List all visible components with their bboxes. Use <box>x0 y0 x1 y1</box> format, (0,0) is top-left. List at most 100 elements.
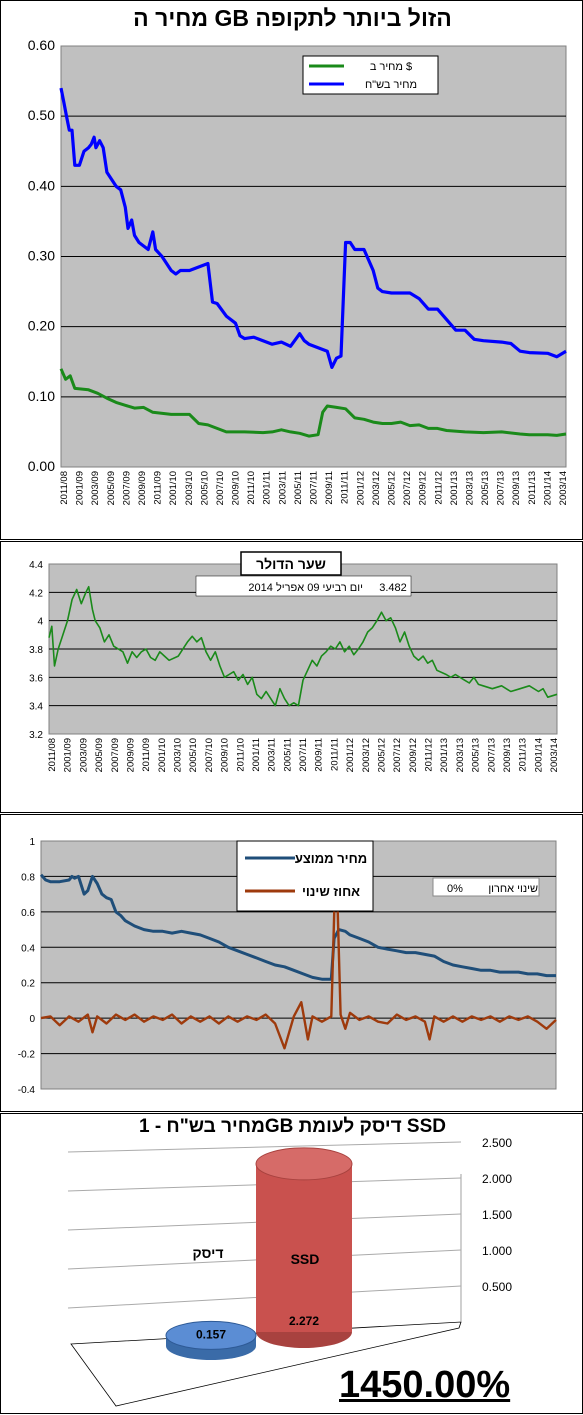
chart-3-series-line-2 <box>40 848 557 1050</box>
chart-1-x-tick-label: 2003/11 <box>277 471 288 505</box>
chart-1-x-tick-label: 2007/12 <box>402 471 413 505</box>
chart-2-x-tick-label: 2005/11 <box>282 738 293 772</box>
chart-2-x-tick-label: 2007/11 <box>298 738 309 772</box>
chart-2-title: שער הדולר <box>256 556 326 572</box>
chart-2-y-tick-label: 4.2 <box>29 588 43 599</box>
chart-1-y-tick-label: 0.00 <box>28 458 55 474</box>
chart-2-x-tick-label: 2003/09 <box>78 738 89 772</box>
chart-2-x-tick-label: 2001/13 <box>439 738 450 772</box>
chart-2-x-tick-label: 2005/10 <box>188 738 199 772</box>
chart-2-x-tick-label: 2009/09 <box>125 738 136 772</box>
chart-3-y-tick-label: -0.4 <box>18 1085 36 1096</box>
chart-2-x-tick-label: 2001/10 <box>157 738 168 772</box>
chart-1-x-tick-label: 2005/09 <box>106 471 117 505</box>
chart-4-gridline <box>67 1141 462 1153</box>
chart-3-y-tick-label: 1 <box>29 837 35 848</box>
chart-1-series-line-2 <box>59 87 567 369</box>
chart-1-x-tick-label: 2007/10 <box>215 471 226 505</box>
chart-3-y-tick-label: 0.2 <box>21 979 35 990</box>
chart-2-x-tick-label: 2005/12 <box>376 738 387 772</box>
chart-2-annotation-box <box>195 575 412 597</box>
chart-1-x-tick-label: 2001/09 <box>75 471 86 505</box>
chart-1-x-tick-label: 2011/13 <box>527 471 538 505</box>
chart-2-x-tick-label: 2007/12 <box>392 738 403 772</box>
chart-2-series-line-1 <box>48 585 558 707</box>
chart-3-legend-label: מחיר ממוצע <box>295 851 367 866</box>
chart-2-x-tick-label: 2009/12 <box>408 738 419 772</box>
chart-1-x-tick-label: 2003/10 <box>184 471 195 505</box>
chart-2-x-tick-label: 2001/14 <box>533 738 544 772</box>
chart-1-x-tick-label: 2009/11 <box>324 471 335 505</box>
chart-1-x-tick-label: 2011/12 <box>433 471 444 505</box>
chart-1-legend-label: מחיר בש"ח <box>365 79 417 91</box>
chart-4-y-tick-label: 1.500 <box>482 1208 512 1222</box>
chart-1-x-tick-label: 2009/09 <box>137 471 148 505</box>
chart-2-y-tick-label: 4 <box>37 617 43 628</box>
chart-1-x-tick-label: 2011/11 <box>340 471 351 504</box>
chart-2-annotation-date: יום רביעי 09 אפריל 2014 <box>248 581 363 594</box>
chart-1-y-tick-label: 0.50 <box>28 107 55 123</box>
chart-1-svg: 0.00 0.10 0.20 0.30 0.40 0.50 0.60 2011/08 2001/… <box>28 37 569 505</box>
chart-1-x-tick-label: 2005/10 <box>199 471 210 505</box>
chart-1-x-tick-label: 2001/12 <box>355 471 366 505</box>
chart-2-x-tick-label: 2009/11 <box>314 738 325 772</box>
ratio-label: 1450.00% <box>339 1364 511 1406</box>
chart-3-annotation-label: שינוי אחרון <box>488 883 538 895</box>
chart-2-y-tick-label: 4.4 <box>29 560 43 571</box>
chart-2-x-tick-label: 2011/12 <box>424 738 435 772</box>
chart-2-x-tick-label: 2003/13 <box>455 738 466 772</box>
chart-1-x-tick-label: 2003/14 <box>558 471 569 505</box>
chart-3-panel: -0.4 -0.2 0 0.2 0.4 0.6 0.8 1 מחיר ממוצע אחוז שינ… <box>0 814 583 1112</box>
chart-1-y-tick-label: 0.10 <box>28 388 55 404</box>
chart-2-y-tick-label: 3.6 <box>29 673 43 684</box>
chart-4-svg: 0.500 1.000 1.500 2.000 2.500 0.157 2.272 SSD די… <box>67 1136 512 1407</box>
chart-3-svg: -0.4 -0.2 0 0.2 0.4 0.6 0.8 1 מחיר ממוצע אחוז שינ… <box>18 837 557 1096</box>
chart-2-title-box <box>240 551 342 576</box>
chart-3-legend-label: אחוז שינוי <box>302 884 360 899</box>
chart-1-y-tick-label: 0.40 <box>28 177 55 193</box>
chart-4-value-label-ssd: 2.272 <box>289 1314 319 1328</box>
chart-1-x-tick-label: 2003/09 <box>90 471 101 505</box>
chart-2-x-tick-label: 2001/09 <box>63 738 74 772</box>
chart-4-category-label-disk: דיסק <box>192 1245 223 1261</box>
chart-2-x-tick-label: 2009/10 <box>220 738 231 772</box>
chart-1-x-tick-label: 2003/13 <box>464 471 475 505</box>
chart-1-x-tick-label: 2003/12 <box>371 471 382 505</box>
chart-2-x-tick-label: 2003/12 <box>361 738 372 772</box>
chart-2-y-tick-label: 3.4 <box>29 702 43 713</box>
chart-1-title: מחיר ה GB הזול ביותר לתקופה <box>133 5 452 31</box>
chart-2-x-tick-label: 2007/10 <box>204 738 215 772</box>
chart-4-panel: מחיר בש"ח - 1GB דיסק לעומת SSD 0.500 1.00… <box>0 1113 583 1414</box>
chart-1-x-tick-label: 2007/09 <box>121 471 132 505</box>
chart-2-x-tick-label: 2001/11 <box>251 738 262 772</box>
chart-1-x-tick-label: 2001/10 <box>168 471 179 505</box>
chart-1-x-tick-label: 2009/12 <box>418 471 429 505</box>
chart-1-x-tick-label: 2009/13 <box>511 471 522 505</box>
chart-4-bar-ssd-top <box>255 1147 353 1181</box>
chart-1-x-tick-label: 2001/13 <box>449 471 460 505</box>
chart-4-y-tick-label: 2.000 <box>482 1172 512 1186</box>
chart-1-x-tick-label: 2001/14 <box>542 471 553 505</box>
chart-2-x-tick-label: 2011/09 <box>141 738 152 772</box>
chart-2-panel: 3.2 3.4 3.6 3.8 4 4.2 4.4 2011/08 2001/09 2003/09… <box>0 541 583 813</box>
chart-1-y-tick-label: 0.20 <box>28 318 55 334</box>
chart-1-legend <box>302 55 439 95</box>
chart-1-x-tick-label: 2005/12 <box>386 471 397 505</box>
chart-1-x-tick-label: 2007/11 <box>309 471 320 505</box>
chart-2-x-tick-label: 2011/08 <box>47 738 58 772</box>
chart-2-x-tick-label: 2011/11 <box>329 738 340 771</box>
chart-4-category-label-ssd: SSD <box>291 1251 320 1267</box>
chart-1-x-tick-label: 2005/11 <box>293 471 304 505</box>
chart-4-value-label-disk: 0.157 <box>196 1327 226 1341</box>
chart-2-x-tick-label: 2005/13 <box>471 738 482 772</box>
chart-2-x-tick-label: 2003/10 <box>173 738 184 772</box>
chart-4-y-tick-label: 1.000 <box>482 1244 512 1258</box>
chart-2-x-tick-label: 2011/10 <box>235 738 246 772</box>
chart-2-svg: 3.2 3.4 3.6 3.8 4 4.2 4.4 2011/08 2001/09 2003/09… <box>29 551 560 772</box>
chart-4-y-tick-label: 2.500 <box>482 1136 512 1150</box>
chart-2-x-tick-label: 2003/14 <box>549 738 560 772</box>
chart-1-x-tick-label: 2011/08 <box>59 471 70 505</box>
chart-2-y-tick-label: 3.2 <box>29 730 43 741</box>
chart-1-legend-label: מחיר ב $ <box>370 61 412 73</box>
chart-2-x-tick-label: 2001/12 <box>345 738 356 772</box>
